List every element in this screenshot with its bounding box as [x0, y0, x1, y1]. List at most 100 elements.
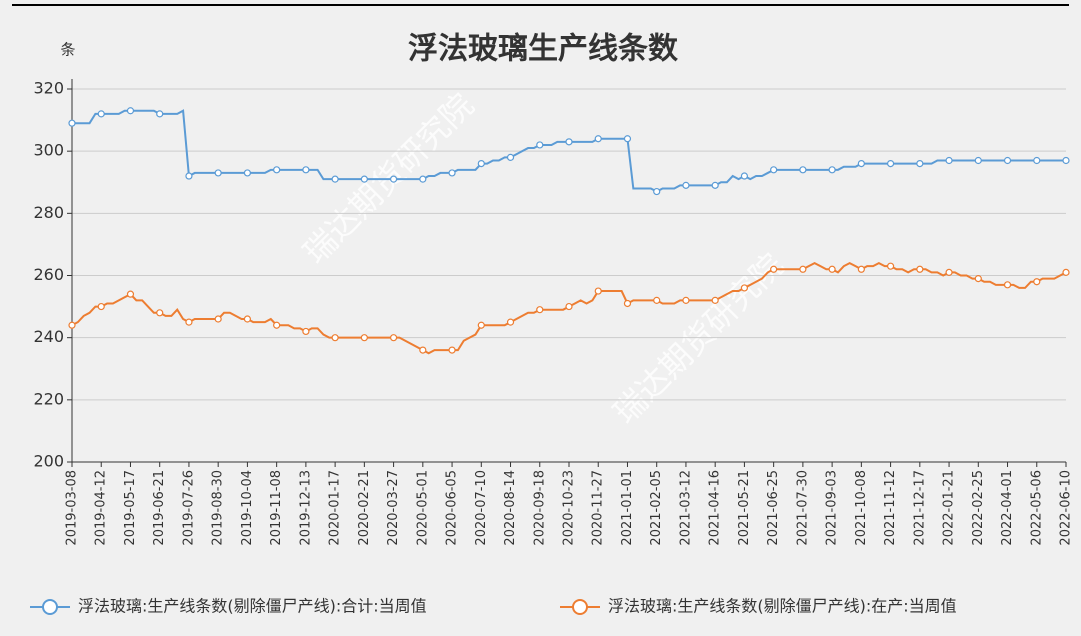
- x-tick-label: 2019-05-17: [123, 470, 138, 546]
- point: [302, 327, 310, 336]
- point: [623, 299, 632, 308]
- legend-marker: [572, 599, 588, 615]
- x-tick-label: 2020-02-21: [357, 470, 372, 546]
- x-tick-label: 2022-01-21: [942, 470, 957, 546]
- point: [711, 296, 719, 304]
- point: [243, 169, 252, 177]
- point: [331, 175, 339, 183]
- point: [682, 181, 690, 189]
- x-tick-label: 2020-10-23: [562, 470, 577, 546]
- y-tick-label: 320: [33, 79, 64, 98]
- point: [653, 296, 661, 304]
- point: [360, 334, 368, 342]
- point: [68, 119, 76, 127]
- point: [828, 166, 836, 174]
- point: [185, 172, 193, 180]
- point: [389, 175, 398, 183]
- point: [156, 309, 164, 317]
- point: [1062, 156, 1070, 165]
- legend-label: 浮法玻璃:生产线条数(剔除僵尸产线):合计:当周值: [78, 597, 427, 616]
- y-tick-label: 200: [33, 452, 64, 471]
- y-tick-label: 240: [33, 327, 64, 346]
- point: [536, 141, 544, 149]
- point: [419, 175, 427, 183]
- point: [1033, 156, 1041, 165]
- legend-label: 浮法玻璃:生产线条数(剔除僵尸产线):在产:当周值: [608, 597, 957, 616]
- point: [799, 166, 807, 174]
- x-tick-label: 2019-07-26: [181, 470, 196, 546]
- x-tick-label: 2022-02-25: [971, 470, 986, 546]
- point: [214, 315, 222, 323]
- x-tick-label: 2021-03-12: [678, 470, 693, 546]
- point: [828, 265, 836, 273]
- point: [1033, 278, 1041, 286]
- x-tick-label: 2020-01-17: [328, 470, 343, 546]
- point: [156, 110, 164, 118]
- x-tick-label: 2021-11-12: [883, 470, 898, 546]
- x-tick-label: 2019-12-13: [298, 470, 313, 546]
- x-tick-label: 2020-09-18: [532, 470, 547, 546]
- point: [682, 296, 690, 304]
- point: [565, 138, 573, 146]
- x-tick-label: 2019-10-04: [240, 470, 255, 546]
- x-tick-label: 2021-10-08: [854, 470, 869, 546]
- legend-marker: [42, 599, 58, 615]
- point: [565, 302, 573, 311]
- x-tick-label: 2020-05-01: [415, 470, 430, 546]
- x-tick-label: 2022-06-10: [1059, 470, 1074, 546]
- x-tick-label: 2022-05-06: [1029, 470, 1044, 546]
- point: [594, 287, 602, 295]
- point: [740, 284, 749, 292]
- point: [974, 156, 982, 165]
- point: [536, 306, 544, 314]
- x-tick-label: 2020-06-05: [445, 470, 460, 546]
- point: [185, 318, 193, 326]
- point: [389, 334, 398, 342]
- point: [1003, 281, 1012, 289]
- y-tick-label: 300: [33, 141, 64, 160]
- x-tick-label: 2022-04-01: [1000, 470, 1015, 546]
- point: [477, 160, 485, 168]
- x-tick-label: 2021-05-21: [737, 470, 752, 546]
- point: [273, 166, 281, 174]
- point: [506, 318, 515, 326]
- point: [945, 156, 953, 165]
- point: [857, 265, 865, 273]
- x-tick-label: 2021-06-25: [766, 470, 781, 546]
- x-tick-label: 2020-08-14: [503, 470, 518, 546]
- point: [623, 135, 632, 143]
- point: [916, 265, 924, 273]
- x-tick-label: 2021-04-16: [708, 470, 723, 546]
- point: [945, 268, 953, 276]
- x-tick-label: 2021-07-30: [795, 470, 810, 546]
- point: [243, 315, 252, 323]
- point: [1062, 268, 1070, 276]
- point: [273, 321, 281, 329]
- point: [126, 290, 135, 298]
- point: [886, 262, 895, 270]
- point: [711, 181, 719, 189]
- x-tick-label: 2020-03-27: [386, 470, 401, 546]
- point: [770, 265, 778, 273]
- point: [506, 153, 515, 161]
- point: [857, 160, 865, 168]
- point: [97, 302, 105, 311]
- point: [594, 135, 602, 143]
- x-tick-label: 2019-04-12: [94, 470, 109, 546]
- point: [97, 110, 105, 118]
- y-tick-label: 220: [33, 389, 64, 408]
- point: [126, 107, 135, 115]
- x-tick-label: 2021-12-17: [912, 470, 927, 546]
- x-tick-label: 2020-07-10: [474, 470, 489, 546]
- point: [740, 172, 749, 180]
- point: [68, 321, 76, 329]
- x-tick-label: 2021-01-01: [620, 470, 635, 546]
- point: [799, 265, 807, 273]
- point: [653, 187, 661, 196]
- x-tick-label: 2019-11-08: [269, 470, 284, 546]
- y-tick-label: 260: [33, 265, 64, 284]
- point: [360, 175, 368, 183]
- point: [770, 166, 778, 174]
